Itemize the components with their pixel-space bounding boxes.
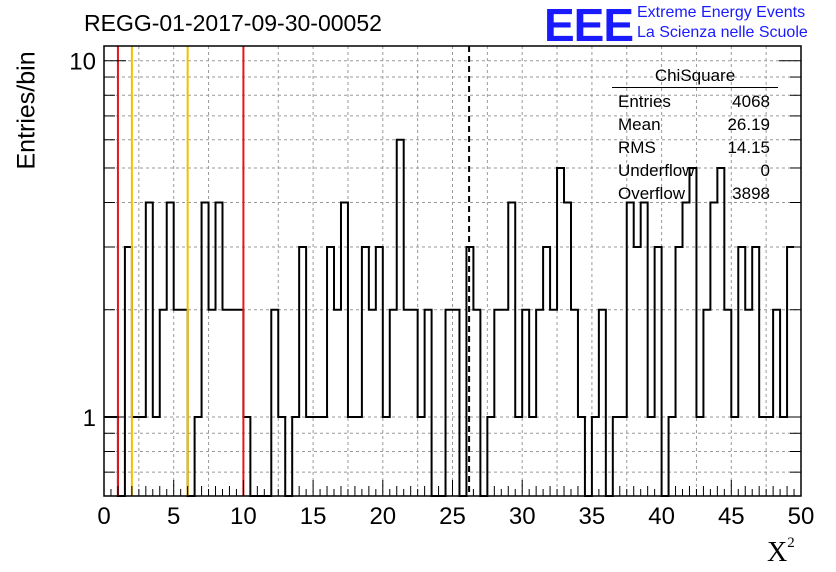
stats-value: 0: [760, 161, 770, 180]
x-tick-label: 5: [167, 503, 180, 530]
stats-row-mean: Mean 26.19: [612, 113, 778, 136]
x-tick-label: 0: [97, 503, 110, 530]
stats-box: ChiSquare Entries 4068 Mean 26.19 RMS 14.15…: [612, 66, 778, 205]
stats-label: Underflow: [618, 161, 695, 180]
eee-logo: EEE: [544, 0, 634, 51]
stats-label: Overflow: [618, 184, 686, 203]
stats-value: 14.15: [727, 138, 770, 157]
stats-value: 4068: [732, 92, 770, 111]
x-tick-label: 35: [579, 503, 606, 530]
x-tick-label: 25: [439, 503, 466, 530]
x-tick-label: 20: [369, 503, 396, 530]
x-tick-label: 45: [718, 503, 745, 530]
x-tick-label: 30: [509, 503, 536, 530]
stats-label: Entries: [618, 92, 671, 111]
stats-value: 26.19: [727, 115, 770, 134]
histogram-step-line: [104, 138, 795, 497]
stats-value: 3898: [732, 184, 770, 203]
x-axis-label-exponent: 2: [787, 534, 795, 551]
x-tick-label: 10: [230, 503, 257, 530]
stats-row-underflow: Underflow 0: [612, 159, 778, 182]
stats-row-overflow: Overflow 3898: [612, 182, 778, 205]
y-tick-label: 1: [83, 405, 96, 432]
stats-label: RMS: [618, 138, 656, 157]
x-tick-label: 40: [648, 503, 675, 530]
stats-title: ChiSquare: [612, 66, 778, 88]
x-tick-label: 50: [788, 503, 815, 530]
x-tick-label: 15: [300, 503, 327, 530]
stats-row-rms: RMS 14.15: [612, 136, 778, 159]
stats-label: Mean: [618, 115, 661, 134]
x-axis-label: X2: [767, 534, 795, 569]
y-tick-label: 10: [69, 49, 96, 76]
chart-title: REGG-01-2017-09-30-00052: [84, 10, 382, 36]
logo-subtitle-line2: La Scienza nelle Scuole: [637, 24, 808, 41]
x-axis-label-base: X: [767, 537, 788, 568]
stats-row-entries: Entries 4068: [612, 90, 778, 113]
logo-subtitle-line1: Extreme Energy Events: [637, 4, 806, 21]
